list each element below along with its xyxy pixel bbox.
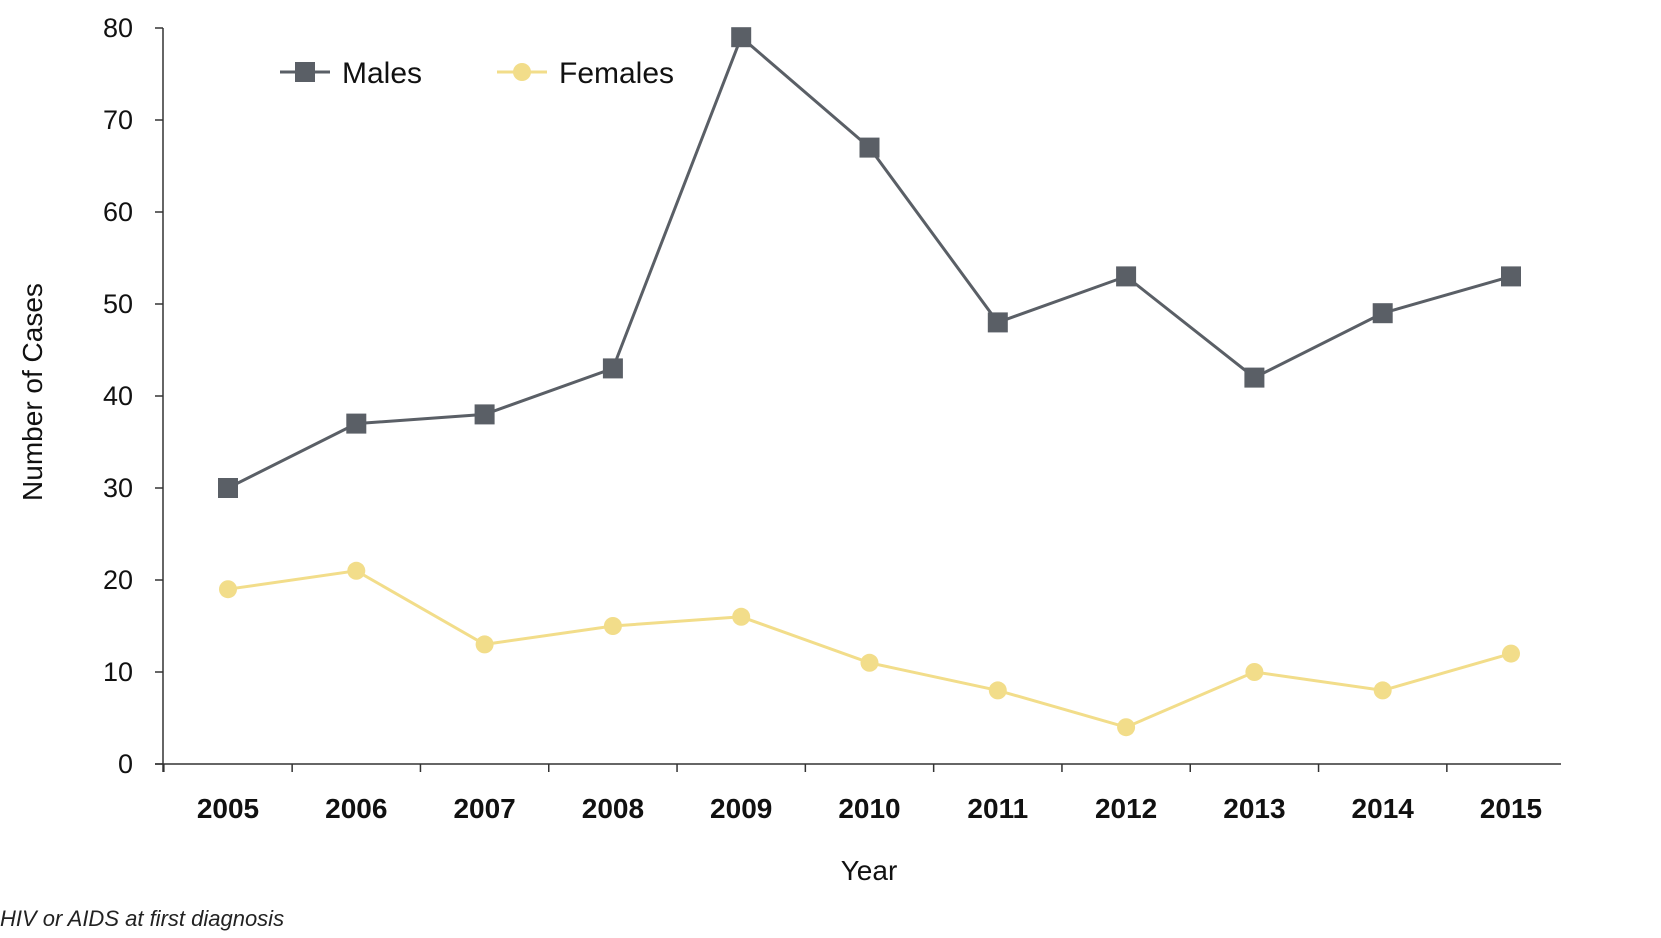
- data-point-females: [219, 580, 237, 599]
- y-tick-labels: 0 10 20 30 40 50 60 70 80: [103, 13, 133, 779]
- x-tick-label: 2014: [1352, 793, 1415, 824]
- series-layer: [218, 27, 1521, 737]
- y-tick-label: 70: [103, 105, 133, 135]
- data-point-males: [1372, 303, 1393, 324]
- x-tick-label: 2008: [582, 793, 644, 824]
- y-tick-label: 60: [103, 197, 133, 227]
- y-axis-title: Number of Cases: [17, 283, 48, 501]
- x-tick-label: 2006: [325, 793, 387, 824]
- x-tick-label: 2010: [838, 793, 900, 824]
- data-point-males: [731, 27, 752, 48]
- x-tick-label: 2013: [1223, 793, 1285, 824]
- chart-axes: [155, 27, 1561, 772]
- data-point-males: [859, 137, 880, 158]
- data-point-males: [1244, 367, 1265, 388]
- data-point-females: [1117, 718, 1136, 737]
- data-point-females: [347, 561, 366, 580]
- data-point-females: [1245, 663, 1264, 681]
- data-point-females: [475, 635, 494, 654]
- x-tick-label: 2007: [453, 793, 515, 824]
- series-line-males: [227, 34, 1512, 490]
- y-tick-label: 30: [103, 473, 133, 503]
- y-tick-label: 50: [103, 289, 133, 319]
- y-tick-label: 40: [103, 381, 133, 411]
- data-point-males: [1501, 266, 1521, 287]
- data-point-males: [474, 404, 495, 425]
- y-tick-label: 80: [103, 13, 133, 43]
- legend: Males Females: [280, 57, 674, 90]
- data-point-males: [218, 478, 238, 498]
- legend-marker-males: [295, 62, 315, 82]
- y-tick-label: 0: [118, 749, 133, 779]
- data-point-females: [1502, 644, 1520, 663]
- x-tick-label: 2009: [710, 793, 772, 824]
- data-point-males: [346, 413, 367, 434]
- footnote: HIV or AIDS at first diagnosis: [0, 906, 285, 931]
- legend-label-females: Females: [559, 57, 674, 90]
- series-line-females: [227, 569, 1512, 729]
- x-axis-title: Year: [841, 855, 898, 886]
- data-point-females: [603, 617, 622, 635]
- data-point-males: [1116, 266, 1137, 287]
- data-point-females: [732, 607, 751, 626]
- data-point-females: [988, 681, 1007, 700]
- y-tick-label: 10: [103, 657, 133, 687]
- legend-marker-females: [513, 63, 531, 81]
- x-tick-label: 2005: [197, 793, 259, 824]
- legend-label-males: Males: [342, 57, 422, 90]
- data-point-males: [602, 358, 623, 379]
- data-point-females: [860, 653, 879, 672]
- x-tick-label: 2012: [1095, 793, 1157, 824]
- data-point-males: [987, 312, 1008, 333]
- data-point-females: [1373, 681, 1392, 700]
- y-tick-label: 20: [103, 565, 133, 595]
- x-tick-label: 2015: [1480, 793, 1542, 824]
- x-tick-labels: 2005 2006 2007 2008 2009 2010 2011 2012 2013 2014…: [197, 793, 1542, 824]
- x-tick-label: 2011: [967, 793, 1028, 824]
